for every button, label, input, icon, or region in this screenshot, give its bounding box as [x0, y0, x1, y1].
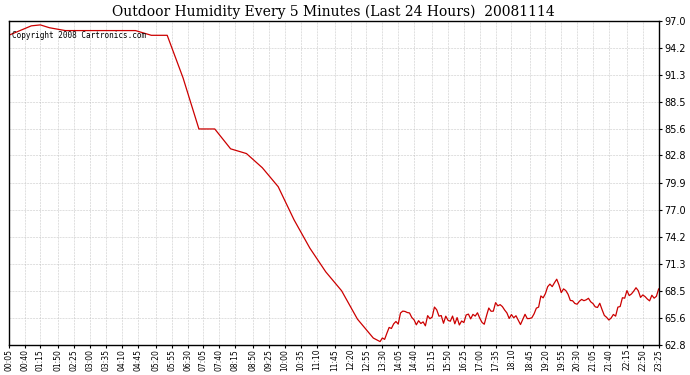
- Text: Copyright 2008 Cartronics.com: Copyright 2008 Cartronics.com: [12, 31, 146, 40]
- Title: Outdoor Humidity Every 5 Minutes (Last 24 Hours)  20081114: Outdoor Humidity Every 5 Minutes (Last 2…: [112, 4, 555, 18]
